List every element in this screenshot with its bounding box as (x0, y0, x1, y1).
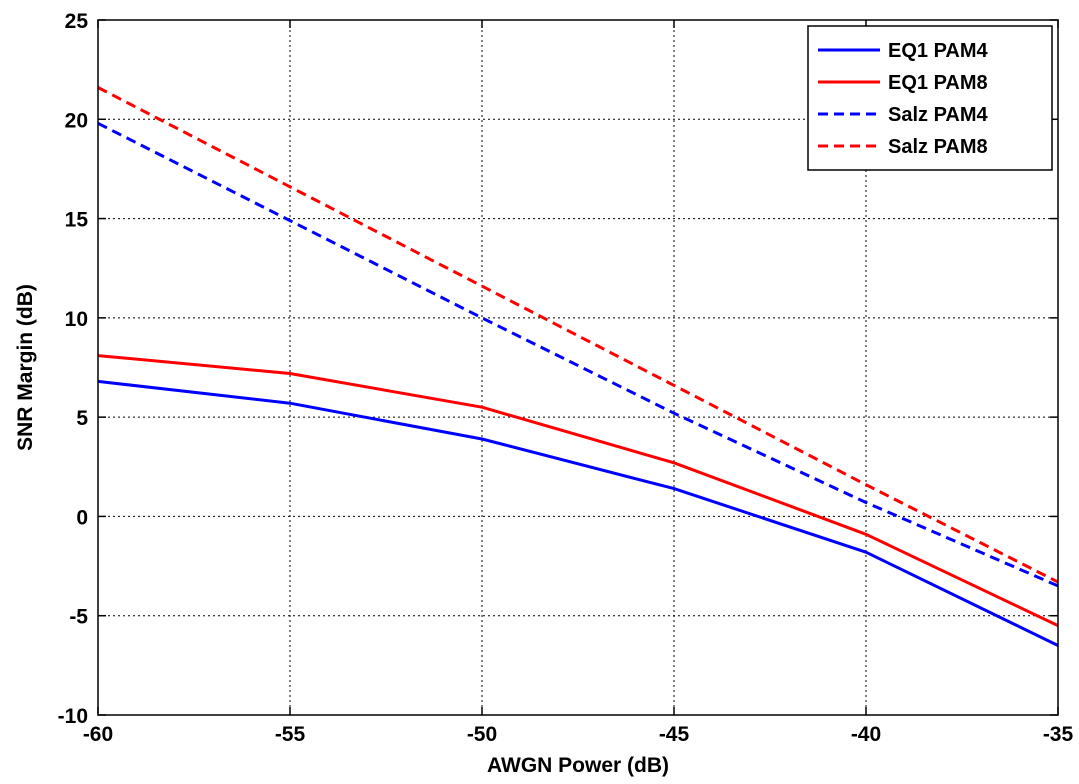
y-tick-label: 20 (65, 109, 88, 132)
x-tick-label: -60 (83, 723, 113, 746)
y-tick-label: 10 (65, 308, 88, 331)
series-line-eq1-pam4 (97, 379, 1059, 647)
plot-series (97, 86, 1059, 647)
x-tick-label: -45 (659, 723, 690, 746)
series-line-salz-pam4 (97, 121, 1059, 588)
x-tick-label: -40 (851, 723, 881, 746)
legend: EQ1 PAM4 EQ1 PAM8 Salz PAM4 Salz PAM8 (807, 25, 1053, 171)
series-line-eq1-pam8 (97, 354, 1059, 627)
x-tick-label: -50 (467, 723, 497, 746)
y-tick-label: 0 (76, 506, 88, 529)
legend-label: Salz PAM8 (888, 136, 988, 158)
y-tick-label: 15 (65, 209, 89, 232)
legend-label: EQ1 PAM8 (888, 72, 988, 94)
legend-label: Salz PAM4 (888, 104, 989, 126)
legend-label: EQ1 PAM4 (888, 40, 989, 62)
plot-frame (97, 19, 1059, 716)
y-tick-label: -5 (69, 606, 88, 629)
x-axis-ticks: -60 -55 -50 -45 -40 -35 (83, 20, 1074, 746)
y-tick-label: -10 (58, 705, 88, 728)
series-line-salz-pam8 (97, 86, 1059, 584)
y-axis-ticks: -10 -5 0 5 10 15 20 25 (58, 10, 1058, 728)
y-tick-label: 25 (65, 10, 89, 33)
x-axis-label: AWGN Power (dB) (487, 754, 669, 777)
y-axis-label: SNR Margin (dB) (14, 284, 37, 451)
x-tick-label: -35 (1043, 723, 1074, 746)
y-tick-label: 5 (76, 407, 88, 430)
x-tick-label: -55 (275, 723, 306, 746)
